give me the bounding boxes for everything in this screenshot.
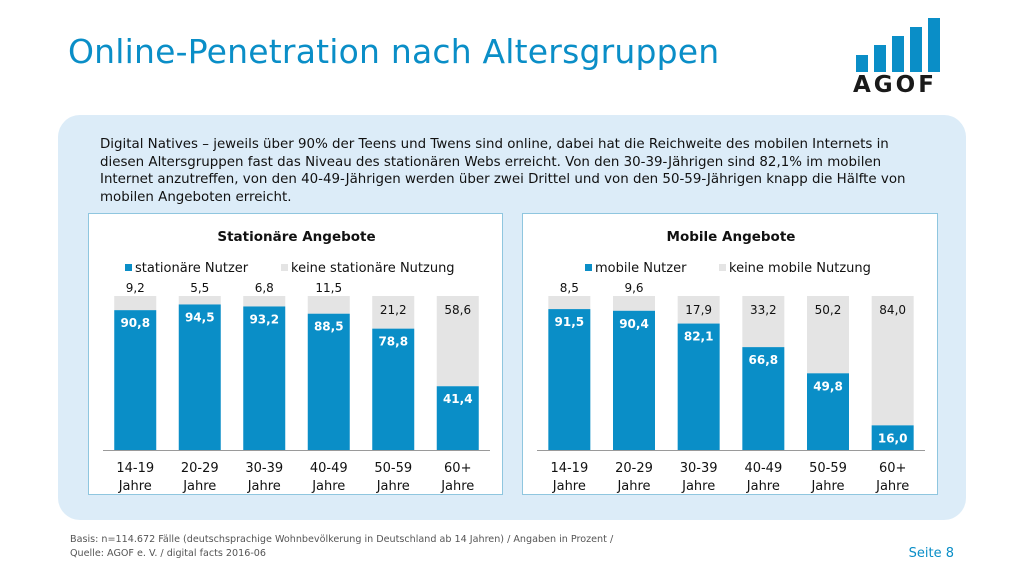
data-label: 66,8 bbox=[749, 353, 779, 367]
category-label: Jahre bbox=[247, 479, 281, 494]
category-label: 60+ bbox=[879, 461, 906, 476]
chart-stationaere-angebote: Stationäre Angebote stationäre Nutzer kein… bbox=[88, 213, 503, 495]
data-label: 91,5 bbox=[555, 315, 585, 329]
page-title: Online-Penetration nach Altersgruppen bbox=[68, 32, 720, 71]
category-label: 30-39 bbox=[245, 461, 283, 476]
data-label: 94,5 bbox=[185, 310, 215, 324]
category-label: Jahre bbox=[616, 479, 650, 494]
footer-basis: Basis: n=114.672 Fälle (deutschsprachige… bbox=[70, 534, 614, 545]
data-label: 82,1 bbox=[684, 330, 714, 344]
data-label: 5,5 bbox=[190, 281, 209, 295]
category-label: 20-29 bbox=[615, 461, 653, 476]
bar-segment-stationaere-nutzer bbox=[178, 304, 221, 450]
mobile-chart-svg: Mobile Angebote mobile Nutzer keine mobile… bbox=[537, 229, 925, 494]
bar-segment-keine-mobile-nutzung bbox=[871, 296, 914, 426]
chart-legend: mobile Nutzer keine mobile Nutzung bbox=[585, 261, 871, 276]
bar-segment-mobile-nutzer bbox=[613, 310, 655, 450]
chart-mobile-angebote: Mobile Angebote mobile Nutzer keine mobile… bbox=[522, 213, 938, 495]
legend-label: stationäre Nutzer bbox=[135, 261, 249, 276]
category-label: 60+ bbox=[444, 461, 471, 476]
bar-segment-keine-stationaere-nutzung bbox=[243, 296, 286, 307]
bar-segment-mobile-nutzer bbox=[807, 373, 849, 450]
data-label: 93,2 bbox=[249, 312, 279, 326]
category-label: Jahre bbox=[118, 479, 152, 494]
data-label: 49,8 bbox=[813, 379, 843, 393]
category-label: 40-49 bbox=[310, 461, 348, 476]
legend-swatch bbox=[719, 264, 726, 271]
page-number: Seite 8 bbox=[908, 546, 954, 561]
legend-label: mobile Nutzer bbox=[595, 261, 687, 276]
bar-segment-stationaere-nutzer bbox=[372, 328, 415, 450]
bar-segment-stationaere-nutzer bbox=[436, 386, 479, 450]
legend-swatch bbox=[585, 264, 592, 271]
legend-label: keine stationäre Nutzung bbox=[291, 261, 455, 276]
data-label: 6,8 bbox=[255, 281, 274, 295]
data-label: 8,5 bbox=[560, 281, 579, 295]
data-label: 78,8 bbox=[378, 335, 408, 349]
data-label: 90,8 bbox=[120, 316, 150, 330]
chart-title: Stationäre Angebote bbox=[217, 229, 375, 245]
bar-segment-stationaere-nutzer bbox=[243, 306, 286, 450]
bar-segment-keine-stationaere-nutzung bbox=[372, 296, 415, 329]
intro-text: Digital Natives – jeweils über 90% der T… bbox=[100, 137, 906, 205]
bar-segment-mobile-nutzer bbox=[742, 347, 785, 450]
data-label: 84,0 bbox=[879, 303, 906, 317]
bar-segment-mobile-nutzer bbox=[548, 309, 591, 450]
bar-segment-keine-stationaere-nutzung bbox=[178, 296, 221, 305]
category-label: 20-29 bbox=[181, 461, 219, 476]
data-label: 17,9 bbox=[685, 303, 712, 317]
category-label: 30-39 bbox=[680, 461, 718, 476]
bar-segment-keine-mobile-nutzung bbox=[807, 296, 849, 374]
category-label: Jahre bbox=[746, 479, 780, 494]
category-label: Jahre bbox=[376, 479, 410, 494]
bar-segment-stationaere-nutzer bbox=[114, 310, 157, 450]
bar-segment-mobile-nutzer bbox=[871, 425, 914, 450]
bar-segment-keine-mobile-nutzung bbox=[677, 296, 720, 324]
logo-text: AGOF bbox=[853, 72, 937, 98]
category-label: 40-49 bbox=[744, 461, 782, 476]
legend-label: keine mobile Nutzung bbox=[729, 261, 871, 276]
category-label: Jahre bbox=[440, 479, 474, 494]
data-label: 50,2 bbox=[815, 303, 842, 317]
stationaere-chart-svg: Stationäre Angebote stationäre Nutzer kein… bbox=[103, 229, 490, 494]
bar-segment-keine-mobile-nutzung bbox=[548, 296, 591, 310]
category-label: Jahre bbox=[681, 479, 715, 494]
category-label: Jahre bbox=[311, 479, 345, 494]
data-label: 90,4 bbox=[619, 317, 649, 331]
category-label: Jahre bbox=[875, 479, 909, 494]
category-label: 50-59 bbox=[809, 461, 847, 476]
bar-segment-keine-stationaere-nutzung bbox=[436, 296, 479, 387]
category-label: 14-19 bbox=[116, 461, 154, 476]
data-label: 41,4 bbox=[443, 392, 473, 406]
data-label: 88,5 bbox=[314, 320, 344, 334]
data-label: 11,5 bbox=[315, 281, 342, 295]
chart-title: Mobile Angebote bbox=[667, 229, 796, 245]
agof-logo: AGOF bbox=[850, 18, 945, 98]
data-label: 21,2 bbox=[380, 303, 407, 317]
footer-quelle: Quelle: AGOF e. V. / digital facts 2016-… bbox=[70, 548, 266, 559]
chart-legend: stationäre Nutzer keine stationäre Nutzun… bbox=[125, 261, 455, 276]
data-label: 33,2 bbox=[750, 303, 777, 317]
category-label: Jahre bbox=[182, 479, 216, 494]
bar-segment-keine-stationaere-nutzung bbox=[307, 296, 350, 314]
legend-swatch bbox=[281, 264, 288, 271]
bar-segment-keine-stationaere-nutzung bbox=[114, 296, 157, 311]
data-label: 16,0 bbox=[878, 431, 908, 445]
footer-source: Basis: n=114.672 Fälle (deutschsprachige… bbox=[70, 533, 613, 561]
data-label: 9,6 bbox=[624, 281, 643, 295]
bar-segment-stationaere-nutzer bbox=[307, 313, 350, 450]
category-label: 14-19 bbox=[550, 461, 588, 476]
data-label: 58,6 bbox=[444, 303, 471, 317]
legend-swatch bbox=[125, 264, 132, 271]
category-label: Jahre bbox=[552, 479, 586, 494]
bar-segment-keine-mobile-nutzung bbox=[742, 296, 785, 348]
data-label: 9,2 bbox=[126, 281, 145, 295]
bar-chart-logo-icon bbox=[856, 18, 941, 72]
category-label: 50-59 bbox=[374, 461, 412, 476]
bar-segment-keine-mobile-nutzung bbox=[613, 296, 655, 311]
category-label: Jahre bbox=[810, 479, 844, 494]
bar-segment-mobile-nutzer bbox=[677, 323, 720, 450]
